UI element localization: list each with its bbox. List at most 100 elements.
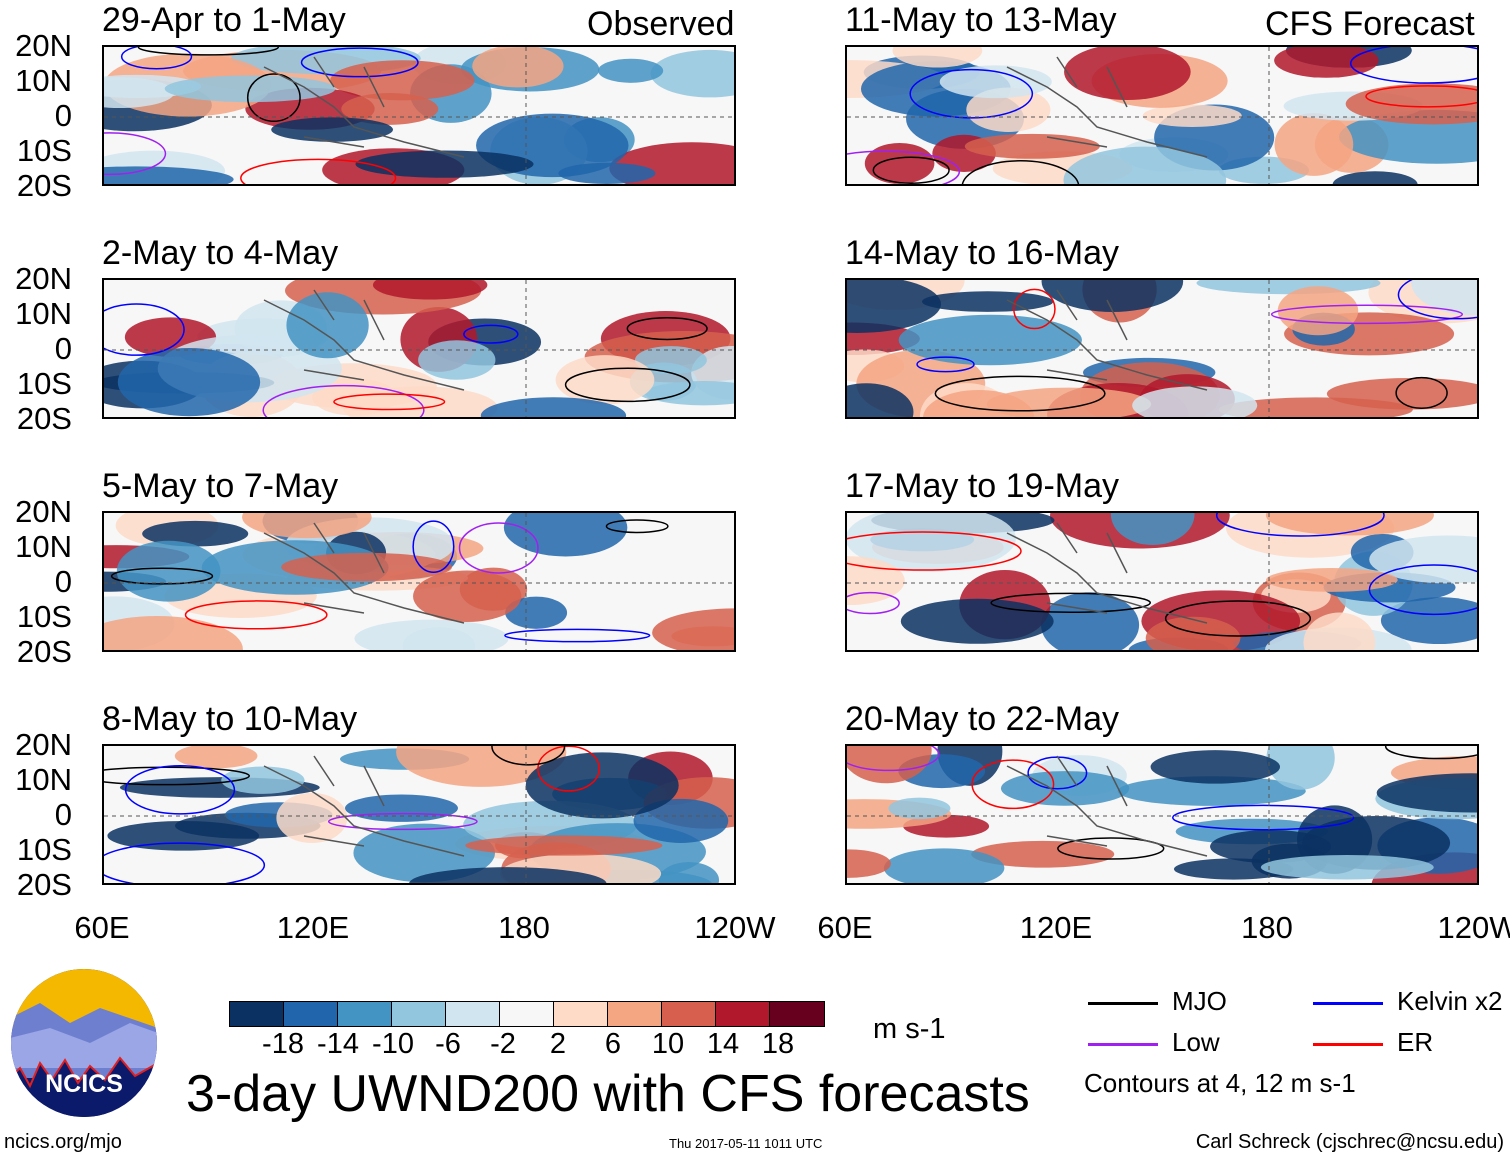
anomaly-shading — [1345, 83, 1477, 125]
anomaly-shading — [1142, 104, 1242, 127]
wind-anomaly-field — [104, 280, 734, 417]
wave-contour — [934, 375, 1106, 412]
anomaly-shading — [1210, 829, 1332, 864]
anomaly-shading — [1380, 597, 1477, 645]
colorbar-swatch — [446, 1002, 500, 1026]
y-tick-label: 20S — [16, 867, 72, 902]
footer-url[interactable]: ncics.org/mjo — [4, 1131, 122, 1153]
anomaly-shading — [986, 387, 1152, 417]
colorbar-label: 2 — [549, 1028, 567, 1060]
wave-contour — [327, 812, 478, 831]
anomaly-shading — [900, 598, 1054, 644]
anomaly-shading — [1173, 858, 1294, 880]
panel-title: 29-Apr to 1-May — [102, 1, 346, 39]
anomaly-shading — [1196, 280, 1381, 295]
colorbar — [229, 1001, 825, 1027]
anomaly-shading — [939, 65, 1052, 99]
contour-note: Contours at 4, 12 m s-1 — [1084, 1068, 1356, 1098]
wave-contour — [916, 356, 975, 373]
wave-contour — [961, 160, 1080, 184]
anomaly-shading — [1274, 113, 1354, 176]
wave-contour — [1270, 304, 1463, 325]
colorbar-label: 6 — [604, 1028, 622, 1060]
wind-anomaly-field — [847, 280, 1477, 417]
wave-contour — [300, 47, 419, 78]
panel-tag: CFS Forecast — [1265, 5, 1475, 43]
wind-anomaly-field — [104, 47, 734, 184]
legend-line — [1088, 1002, 1158, 1005]
wave-contour — [1384, 746, 1477, 760]
anomaly-shading — [597, 58, 664, 83]
y-tick-label: 10N — [15, 762, 72, 797]
anomaly-shading — [634, 346, 707, 375]
y-tick-label: 20S — [16, 168, 72, 203]
y-tick-label: 10S — [16, 133, 72, 168]
anomaly-shading — [242, 513, 372, 539]
colorbar-swatch — [392, 1002, 446, 1026]
y-tick-label: 20N — [15, 28, 72, 63]
anomaly-shading — [864, 142, 935, 184]
anomaly-shading — [1277, 286, 1359, 336]
y-tick-label: 20N — [15, 727, 72, 762]
wave-contour — [909, 68, 1034, 119]
panel-title: 20-May to 22-May — [845, 700, 1119, 738]
anomaly-shading — [104, 166, 234, 184]
anomaly-shading — [1266, 746, 1335, 790]
wave-contour — [1013, 288, 1056, 330]
x-tick-label: 120E — [1019, 910, 1093, 945]
anomaly-shading — [1369, 535, 1477, 584]
legend-label: Low — [1172, 1027, 1220, 1057]
x-tick-label: 120E — [276, 910, 350, 945]
anomaly-shading — [847, 513, 1016, 572]
anomaly-shading — [1117, 776, 1306, 806]
panel-title: 17-May to 19-May — [845, 467, 1119, 505]
colorbar-label: -18 — [262, 1028, 304, 1060]
wave-contour — [1365, 85, 1477, 108]
wind-anomaly-field — [104, 513, 734, 650]
legend-label: Kelvin x2 — [1397, 986, 1503, 1016]
anomaly-shading — [221, 766, 305, 794]
colorbar-label: -10 — [372, 1028, 414, 1060]
y-tick-label: 0 — [54, 331, 72, 366]
anomaly-shading — [286, 292, 369, 359]
map-panel — [102, 45, 736, 186]
anomaly-shading — [888, 797, 951, 820]
y-tick-label: 20N — [15, 494, 72, 529]
anomaly-shading — [644, 381, 734, 406]
x-tick-label: 180 — [498, 910, 550, 945]
wave-contour — [1368, 564, 1477, 616]
anomaly-shading — [174, 746, 258, 769]
wave-contour — [412, 520, 455, 573]
colorbar-label: -2 — [490, 1028, 516, 1060]
anomaly-shading — [847, 849, 891, 878]
wave-contour — [1215, 513, 1385, 537]
wave-contour — [110, 567, 214, 585]
anomaly-shading — [281, 552, 452, 582]
anomaly-shading — [396, 746, 567, 787]
anomaly-shading — [465, 835, 663, 856]
y-tick-label: 10N — [15, 529, 72, 564]
panel-tag: Observed — [587, 5, 735, 43]
colorbar-label: 10 — [651, 1028, 685, 1060]
svg-text:NCICS: NCICS — [45, 1070, 123, 1098]
y-tick-label: 10S — [16, 366, 72, 401]
anomaly-shading — [1064, 47, 1191, 101]
wave-contour — [971, 759, 1055, 810]
wave-contour — [262, 384, 425, 417]
wave-contour — [104, 842, 266, 883]
anomaly-shading — [847, 746, 932, 784]
anomaly-shading — [1266, 568, 1398, 592]
legend: MJO Kelvin x2 Low ER — [1088, 986, 1508, 1066]
wave-contour — [104, 303, 185, 356]
panel-title: 14-May to 16-May — [845, 234, 1119, 272]
panel-title: 2-May to 4-May — [102, 234, 339, 272]
wave-contour — [1397, 280, 1477, 320]
anomaly-shading — [1218, 397, 1413, 417]
x-tick-label: 120W — [694, 910, 776, 945]
wave-contour — [504, 628, 651, 643]
footer-author: Carl Schreck (cjschrec@ncsu.edu) — [1195, 1131, 1504, 1153]
units-label: m s-1 — [873, 1013, 946, 1045]
anomaly-shading — [472, 47, 564, 88]
map-panel — [845, 744, 1479, 885]
anomaly-shading — [142, 520, 249, 547]
